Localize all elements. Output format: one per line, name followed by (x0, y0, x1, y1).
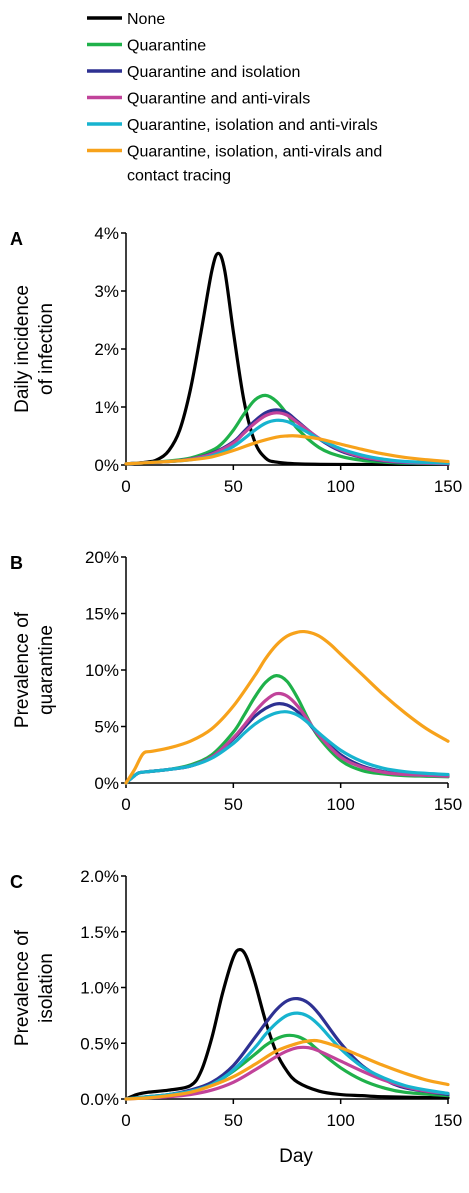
legend-label-2: Quarantine and isolation (127, 64, 300, 81)
legend-label-5-line2: contact tracing (127, 168, 231, 185)
series-line-B-1 (124, 674, 450, 785)
y-tick-label-A-0: 0% (94, 456, 119, 475)
panel-letter-C: C (10, 872, 23, 892)
legend-label-5: Quarantine, isolation, anti-virals and (127, 144, 382, 161)
y-tick-label-A-1: 1% (94, 398, 119, 417)
series-line-C-3 (124, 1045, 450, 1101)
x-tick-label-A-3: 150 (434, 477, 462, 496)
series-line-A-1 (124, 393, 450, 466)
x-tick-label-B-3: 150 (434, 795, 462, 814)
x-tick-label-B-0: 0 (121, 795, 130, 814)
x-axis-label: Day (279, 1146, 313, 1167)
panel-letter-B: B (10, 553, 23, 573)
y-tick-label-A-2: 2% (94, 340, 119, 359)
series-line-B-4 (124, 710, 450, 785)
y-axis-label-A-line2: of infection (36, 303, 57, 395)
series-line-A-0 (124, 251, 450, 467)
x-tick-label-C-3: 150 (434, 1111, 462, 1130)
y-axis-label-C-line1: Prevalence of (12, 929, 33, 1046)
x-tick-label-B-1: 50 (224, 795, 243, 814)
series-line-B-5 (124, 629, 450, 785)
legend-label-4: Quarantine, isolation and anti-virals (127, 117, 378, 134)
y-tick-label-C-2: 1.0% (80, 979, 119, 998)
x-tick-label-C-0: 0 (121, 1111, 130, 1130)
panel-C: C Prevalence of isolation 0.0% 0.5% 1.0% 1.5% 2… (10, 867, 462, 1130)
panels: A Daily incidence of infection 0% 1% 2% 3% 4% 0 5… (10, 224, 462, 1130)
x-tick-label-A-2: 100 (326, 477, 354, 496)
legend-label-3: Quarantine and anti-virals (127, 91, 310, 108)
y-tick-label-C-1: 0.5% (80, 1034, 119, 1053)
legend-label-1: Quarantine (127, 38, 206, 55)
y-axis-label-C-line2: isolation (36, 953, 57, 1023)
x-tick-label-B-2: 100 (326, 795, 354, 814)
panel-letter-A: A (10, 229, 23, 249)
x-tick-label-C-2: 100 (326, 1111, 354, 1130)
y-axis-label-A-line1: Daily incidence (12, 285, 33, 413)
x-tick-label-A-1: 50 (224, 477, 243, 496)
y-tick-label-B-4: 20% (85, 548, 119, 567)
series-line-C-5 (124, 1038, 450, 1101)
y-axis-label-B-line2: quarantine (36, 625, 57, 715)
y-tick-label-A-3: 3% (94, 282, 119, 301)
y-tick-label-B-2: 10% (85, 661, 119, 680)
panel-B: B Prevalence of quarantine 0% 5% 10% 15% 20% 0 50… (10, 548, 462, 814)
y-tick-label-C-0: 0.0% (80, 1090, 119, 1109)
x-tick-label-A-0: 0 (121, 477, 130, 496)
legend: None Quarantine Quarantine and isolation Qu… (87, 11, 382, 185)
x-tick-label-C-1: 50 (224, 1111, 243, 1130)
y-tick-label-A-4: 4% (94, 224, 119, 243)
y-tick-label-B-1: 5% (94, 718, 119, 737)
panel-A: A Daily incidence of infection 0% 1% 2% 3% 4% 0 5… (10, 224, 462, 496)
y-axis-label-B-line1: Prevalence of (12, 611, 33, 728)
series-line-C-0 (124, 947, 450, 1101)
legend-label-0: None (127, 11, 165, 28)
y-tick-label-B-3: 15% (85, 605, 119, 624)
y-tick-label-C-3: 1.5% (80, 923, 119, 942)
y-tick-label-B-0: 0% (94, 774, 119, 793)
series-line-A-5 (124, 434, 450, 466)
y-tick-label-C-4: 2.0% (80, 867, 119, 886)
